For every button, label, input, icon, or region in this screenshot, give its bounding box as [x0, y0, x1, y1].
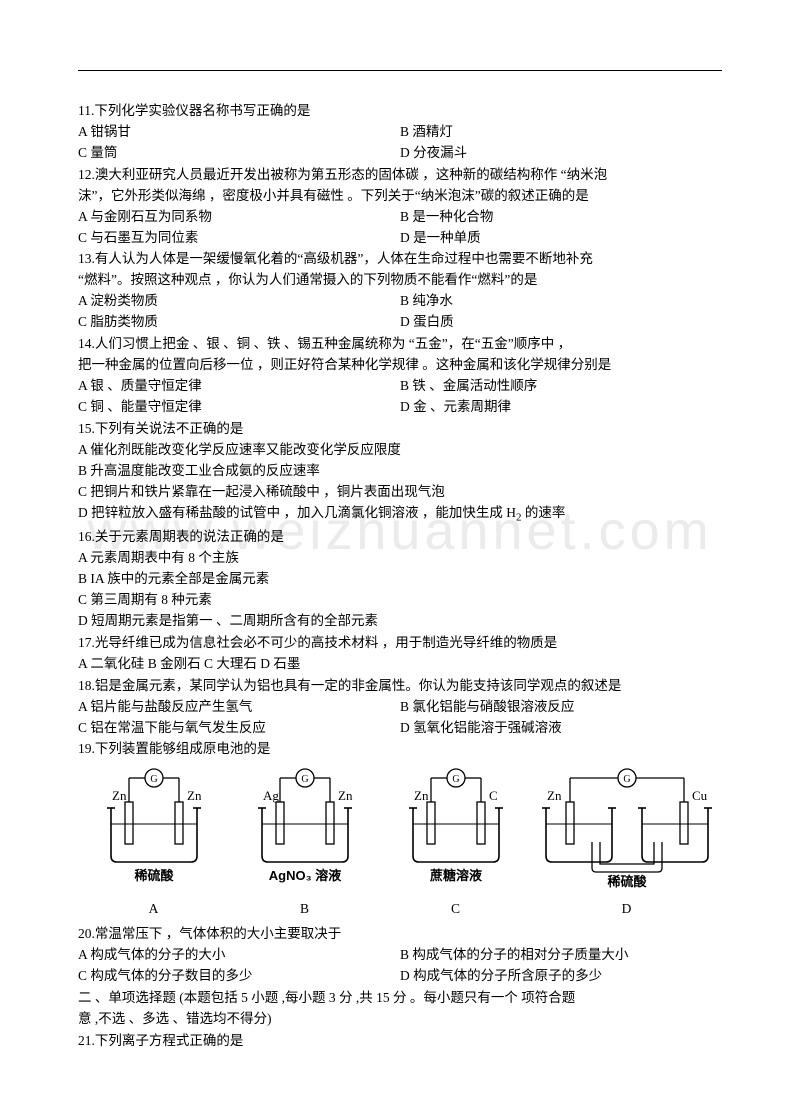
svg-text:稀硫酸: 稀硫酸 [134, 868, 174, 883]
q11-opt-b: B 酒精灯 [400, 122, 722, 143]
q12-stem1: 12.澳大利亚研究人员最近开发出被称为第五形态的固体碳 ，这种新的碳结构称作 “… [78, 165, 722, 186]
diagram-c: G Zn C 蔗糖溶液 [381, 768, 531, 895]
q16-opt-b: B IA 族中的元素全部是金属元素 [78, 569, 722, 590]
svg-text:Zn: Zn [112, 788, 127, 803]
q17-stem: 17.光导纤维已成为信息社会必不可少的高技术材料 ，用于制造光导纤维的物质是 [78, 633, 722, 654]
q16-opt-d: D 短周期元素是指第一 、二周期所含有的全部元素 [78, 611, 722, 632]
q13-opt-b: B 纯净水 [400, 291, 722, 312]
q11-opt-a: A 钳锅甘 [78, 122, 400, 143]
q12-opt-c: C 与石墨互为同位素 [78, 228, 400, 249]
q11-opt-d: D 分夜漏斗 [400, 143, 722, 164]
svg-text:蔗糖溶液: 蔗糖溶液 [428, 868, 481, 883]
q15-opt-c: C 把铜片和铁片紧靠在一起浸入稀硫酸中 ，铜片表面出现气泡 [78, 482, 722, 503]
q21-stem: 21.下列离子方程式正确的是 [78, 1031, 722, 1052]
q13-stem1: 13.有人认为人体是一架缓慢氧化着的“高级机器”，人体在生命过程中也需要不断地补… [78, 249, 722, 270]
section2-line2: 意 ,不选 、多选 、错选均不得分) [78, 1009, 722, 1030]
question-15: 15.下列有关说法不正确的是 A 催化剂既能改变化学反应速率又能改变化学反应限度… [78, 419, 722, 526]
q19-labels: A B C D [78, 899, 722, 920]
question-21: 21.下列离子方程式正确的是 [78, 1031, 722, 1052]
q13-opt-c: C 脂肪类物质 [78, 312, 400, 333]
q12-opt-d: D 是一种单质 [400, 228, 722, 249]
svg-text:稀硫酸: 稀硫酸 [607, 874, 647, 888]
q14-opt-b: B 铁 、金属活动性顺序 [400, 376, 722, 397]
q11-stem: 11.下列化学实验仪器名称书写正确的是 [78, 101, 722, 122]
q14-opt-d: D 金 、元素周期律 [400, 397, 722, 418]
header-rule [78, 70, 722, 71]
question-13: 13.有人认为人体是一架缓慢氧化着的“高级机器”，人体在生命过程中也需要不断地补… [78, 249, 722, 333]
question-16: 16.关于元素周期表的说法正确的是 A 元素周期表中有 8 个主族 B IA 族… [78, 527, 722, 632]
section2-line1: 二 、单项选择题 (本题包括 5 小题 ,每小题 3 分 ,共 15 分 。每小… [78, 988, 722, 1009]
q16-stem: 16.关于元素周期表的说法正确的是 [78, 527, 722, 548]
label-c: C [381, 899, 531, 920]
q19-diagrams: G Zn Zn 稀硫酸 [78, 768, 722, 895]
section-2-header: 二 、单项选择题 (本题包括 5 小题 ,每小题 3 分 ,共 15 分 。每小… [78, 988, 722, 1030]
q20-opt-c: C 构成气体的分子数目的多少 [78, 966, 400, 987]
label-d: D [532, 899, 722, 920]
svg-text:Ag: Ag [263, 788, 279, 803]
q12-opt-a: A 与金刚石互为同系物 [78, 207, 400, 228]
q14-opt-a: A 银 、质量守恒定律 [78, 376, 400, 397]
q16-opt-c: C 第三周期有 8 种元素 [78, 590, 722, 611]
svg-text:Cu: Cu [692, 788, 708, 803]
svg-text:Zn: Zn [338, 788, 353, 803]
svg-text:C: C [489, 788, 498, 803]
q16-opt-a: A 元素周期表中有 8 个主族 [78, 548, 722, 569]
question-17: 17.光导纤维已成为信息社会必不可少的高技术材料 ，用于制造光导纤维的物质是 A… [78, 633, 722, 675]
diagram-a: G Zn Zn 稀硫酸 [79, 768, 229, 895]
q13-stem2: “燃料”。按照这种观点 ，你认为人们通常摄入的下列物质不能看作“燃料”的是 [78, 270, 722, 291]
q18-stem: 18.铝是金属元素，某同学认为铝也具有一定的非金属性。你认为能支持该同学观点的叙… [78, 676, 722, 697]
question-12: 12.澳大利亚研究人员最近开发出被称为第五形态的固体碳 ，这种新的碳结构称作 “… [78, 165, 722, 249]
q20-opt-d: D 构成气体的分子所含原子的多少 [400, 966, 722, 987]
svg-text:G: G [301, 774, 308, 785]
q13-opt-a: A 淀粉类物质 [78, 291, 400, 312]
q14-stem1: 14.人们习惯上把金 、银 、铜 、铁 、锡五种金属统称为 “五金”，在“五金”… [78, 334, 722, 355]
page-content: 11.下列化学实验仪器名称书写正确的是 A 钳锅甘 B 酒精灯 C 量筒 D 分… [0, 0, 800, 1093]
question-19: 19.下列装置能够组成原电池的是 G Zn Zn [78, 739, 722, 920]
q15-opt-a: A 催化剂既能改变化学反应速率又能改变化学反应限度 [78, 440, 722, 461]
question-14: 14.人们习惯上把金 、银 、铜 、铁 、锡五种金属统称为 “五金”，在“五金”… [78, 334, 722, 418]
question-20: 20.常温常压下 ，气体体积的大小主要取决于 A 构成气体的分子的大小 B 构成… [78, 924, 722, 987]
q18-opt-a: A 铝片能与盐酸反应产生氢气 [78, 697, 400, 718]
q11-opt-c: C 量筒 [78, 143, 400, 164]
svg-text:G: G [150, 774, 157, 785]
q20-stem: 20.常温常压下 ，气体体积的大小主要取决于 [78, 924, 722, 945]
q12-stem2: 沫”，它外形类似海绵 ，密度极小并具有磁性 。下列关于“纳米泡沫”碳的叙述正确的… [78, 186, 722, 207]
svg-text:Zn: Zn [414, 788, 429, 803]
q15-opt-b: B 升高温度能改变工业合成氨的反应速率 [78, 461, 722, 482]
q14-opt-c: C 铜 、能量守恒定律 [78, 397, 400, 418]
question-18: 18.铝是金属元素，某同学认为铝也具有一定的非金属性。你认为能支持该同学观点的叙… [78, 676, 722, 739]
q12-opt-b: B 是一种化合物 [400, 207, 722, 228]
q17-opts: A 二氧化硅 B 金刚石 C 大理石 D 石墨 [78, 654, 722, 675]
q18-opt-d: D 氢氧化铝能溶于强碱溶液 [400, 718, 722, 739]
q15-stem: 15.下列有关说法不正确的是 [78, 419, 722, 440]
question-11: 11.下列化学实验仪器名称书写正确的是 A 钳锅甘 B 酒精灯 C 量筒 D 分… [78, 101, 722, 164]
q18-opt-b: B 氯化铝能与硝酸银溶液反应 [400, 697, 722, 718]
q14-stem2: 把一种金属的位置向后移一位 ，则正好符合某种化学规律 。这种金属和该化学规律分别… [78, 355, 722, 376]
q13-opt-d: D 蛋白质 [400, 312, 722, 333]
svg-text:G: G [452, 774, 459, 785]
svg-text:Zn: Zn [547, 788, 562, 803]
q18-opt-c: C 铝在常温下能与氧气发生反应 [78, 718, 400, 739]
q15-opt-d: D 把锌粒放入盛有稀盐酸的试管中 ，加入几滴氯化铜溶液 ，能加快生成 H2 的速… [78, 503, 722, 527]
label-a: A [79, 899, 229, 920]
diagram-b: G Ag Zn AgNO₃ 溶液 [230, 768, 380, 895]
q20-opt-a: A 构成气体的分子的大小 [78, 945, 400, 966]
diagram-d: G Zn Cu [532, 768, 722, 895]
svg-text:AgNO₃ 溶液: AgNO₃ 溶液 [268, 868, 340, 883]
svg-text:Zn: Zn [187, 788, 202, 803]
label-b: B [230, 899, 380, 920]
svg-text:G: G [623, 774, 630, 785]
q20-opt-b: B 构成气体的分子的相对分子质量大小 [400, 945, 722, 966]
q19-stem: 19.下列装置能够组成原电池的是 [78, 739, 722, 760]
